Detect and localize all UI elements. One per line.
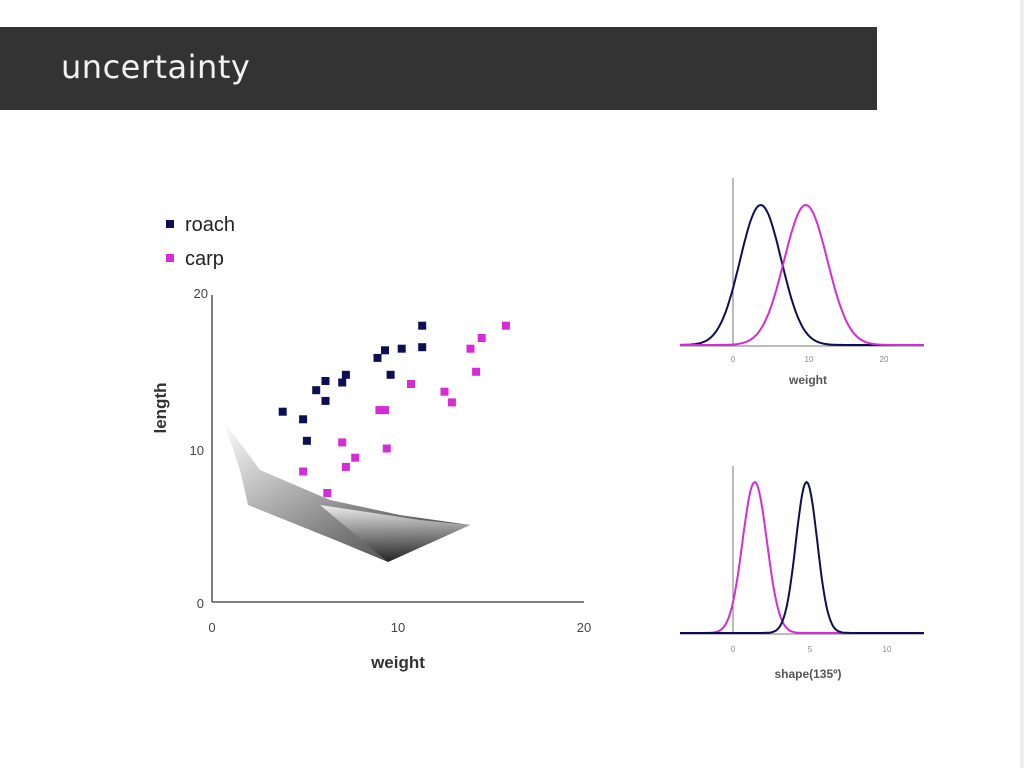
main-x-label: weight (370, 653, 425, 672)
weight-x-label: weight (788, 373, 827, 387)
legend-carp-label: carp (185, 248, 224, 270)
weight-density-plot: 0 10 20 weight (680, 178, 924, 387)
roach-point-6 (338, 378, 347, 387)
main-x-tick-0: 0 (208, 620, 215, 635)
shape-x-label: shape(135º) (774, 667, 841, 681)
roach-point-12 (418, 343, 427, 352)
roach-point-11 (397, 344, 406, 353)
carp-point-0 (299, 467, 308, 476)
carp-point-3 (341, 462, 350, 471)
carp-point-8 (407, 380, 415, 388)
weight-tick-10: 10 (805, 355, 814, 364)
slide-title: uncertainty (61, 48, 251, 86)
main-y-tick-10: 10 (190, 443, 204, 458)
shape-density-plot: 0 5 10 shape(135º) (680, 466, 924, 681)
roach-point-7 (341, 370, 350, 379)
scatter-points (278, 321, 510, 497)
legend: roach carp (166, 214, 235, 270)
carp-point-10 (447, 398, 456, 407)
carp-point-5 (375, 406, 384, 415)
roach-point-3 (312, 386, 321, 395)
roach-point-0 (278, 407, 287, 416)
roach-point-13 (418, 321, 427, 330)
roach-point-10 (386, 370, 395, 379)
page-edge (1020, 0, 1024, 768)
carp-point-13 (477, 334, 486, 342)
decision-shadow (223, 420, 470, 562)
weight-tick-20: 20 (880, 355, 889, 364)
roach-point-4 (321, 377, 330, 385)
legend-roach-swatch (166, 220, 174, 228)
main-y-tick-0: 0 (197, 596, 204, 611)
legend-carp-swatch (166, 254, 174, 262)
carp-point-6 (381, 406, 389, 415)
main-y-label: length (151, 383, 170, 434)
legend-roach-label: roach (185, 214, 235, 236)
carp-point-11 (466, 344, 475, 353)
carp-point-9 (440, 387, 449, 396)
weight-tick-0: 0 (731, 355, 736, 364)
roach-point-8 (373, 353, 382, 362)
carp-point-1 (323, 489, 332, 497)
shape-tick-0: 0 (731, 645, 736, 654)
carp-point-12 (472, 367, 481, 376)
roach-point-9 (381, 346, 389, 355)
carp-point-7 (382, 444, 391, 453)
main-x-tick-20: 20 (577, 620, 591, 635)
title-bar (0, 27, 877, 110)
roach-point-5 (321, 396, 330, 405)
main-x-tick-10: 10 (391, 620, 405, 635)
shape-tick-5: 5 (808, 645, 813, 654)
main-y-tick-20: 20 (194, 286, 208, 301)
weight-plot-carp-curve (680, 204, 924, 346)
shape-plot-carp-curve (680, 480, 924, 634)
roach-point-1 (299, 415, 308, 424)
carp-point-14 (501, 321, 510, 330)
carp-point-4 (351, 453, 360, 462)
shape-tick-10: 10 (883, 645, 892, 654)
weight-plot-roach-curve (680, 203, 924, 346)
main-axes: 20 10 0 0 10 20 weight length (151, 286, 591, 672)
roach-point-2 (302, 436, 311, 445)
carp-point-2 (338, 438, 347, 447)
shape-plot-roach-curve (680, 480, 924, 634)
